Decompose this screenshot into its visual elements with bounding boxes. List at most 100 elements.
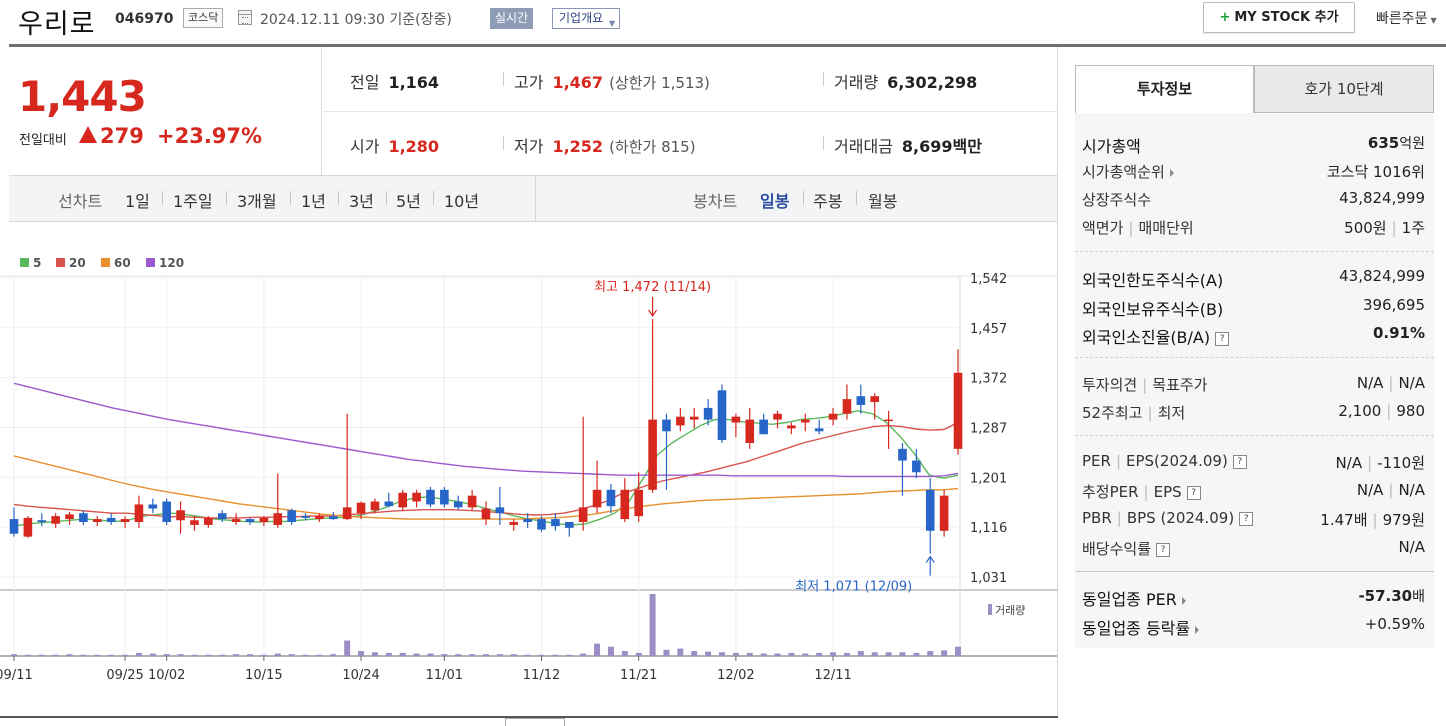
volume-bar	[413, 653, 420, 656]
row-value: N/A	[1356, 481, 1384, 499]
x-tick-label: 11/21	[620, 668, 657, 683]
stat-low: 저가 1,252 (하한가 815)	[514, 133, 696, 157]
volume-bar	[288, 654, 295, 656]
volume-bar	[607, 646, 614, 656]
tab-invest-info[interactable]: 투자정보	[1075, 65, 1254, 114]
period-bar	[9, 175, 1058, 222]
candle-monthly[interactable]: 월봉	[868, 192, 898, 211]
candle-weekly[interactable]: 주봉	[813, 192, 843, 211]
period-5y[interactable]: 5년	[396, 192, 421, 211]
chevron-down-icon: ▼	[1430, 16, 1437, 25]
volume-bar	[538, 654, 545, 656]
volume-bar	[371, 652, 378, 656]
volume-bar	[927, 651, 934, 656]
y-tick-label: 1,031	[970, 571, 1007, 586]
stat-label: 고가	[514, 73, 544, 92]
candle-body	[898, 448, 907, 461]
legend-swatch	[146, 258, 155, 267]
volume-bar	[205, 654, 212, 656]
low-annotation: 최저 1,071 (12/09)	[795, 580, 912, 595]
low-arrow-head	[925, 555, 935, 563]
help-icon[interactable]: ?	[1232, 454, 1247, 469]
period-10y[interactable]: 10년	[444, 192, 480, 211]
volume-bar	[871, 652, 878, 656]
period-1w[interactable]: 1주일	[173, 192, 213, 211]
candle-body	[800, 419, 810, 423]
period-1d[interactable]: 1일	[125, 192, 150, 211]
price-chart[interactable]: 5 20 60 120 최고 1,472 (11/14) 최저 1,071 (12/09…	[0, 222, 1058, 726]
candle-chart-label: 봉차트	[693, 192, 738, 211]
volume-bar	[857, 651, 864, 656]
volume-bar	[510, 654, 517, 656]
candle-body	[537, 519, 546, 530]
row-value: 0.91%	[1372, 324, 1425, 342]
row-value: 396,695	[1362, 296, 1425, 314]
row-label: 액면가	[1082, 219, 1124, 237]
volume-bar	[774, 653, 781, 656]
help-icon[interactable]: ?	[1186, 485, 1201, 500]
volume-bar	[247, 654, 253, 656]
volume-bar	[385, 652, 392, 656]
candle-body	[65, 514, 74, 520]
row-label-2: EPS(2024.09)	[1126, 452, 1228, 470]
candle-body	[717, 390, 727, 441]
legend-swatch	[20, 258, 29, 267]
x-tick-label: 09/11	[0, 668, 33, 683]
realtime-button[interactable]: 실시간	[490, 8, 534, 29]
candle-body	[370, 501, 380, 511]
help-icon[interactable]: ?	[1215, 331, 1230, 346]
quick-order-button[interactable]: 빠른주문 ▼	[1376, 8, 1437, 28]
volume-bar	[913, 652, 920, 656]
arrow-right-icon	[1195, 625, 1200, 634]
volume-bar	[24, 654, 31, 656]
stat-label: 거래량	[834, 73, 879, 92]
volume-bar	[788, 652, 795, 656]
candle-body	[731, 416, 741, 423]
row-market-cap: 시가총액 635억원	[1082, 133, 1425, 156]
row-opinion: 투자의견 | 목표주가 N/A | N/A	[1082, 374, 1425, 394]
help-icon[interactable]: ?	[1156, 542, 1171, 557]
period-3m[interactable]: 3개월	[237, 192, 277, 211]
candle-body	[301, 516, 310, 518]
row-value-2: N/A	[1398, 481, 1425, 499]
row-label: 동일업종 등락률	[1082, 619, 1191, 638]
row-label-2: BPS (2024.09)	[1126, 509, 1235, 527]
x-tick-label: 11/12	[523, 668, 560, 683]
candle-body	[412, 492, 421, 502]
arrow-right-icon	[1181, 596, 1186, 605]
row-label: PER	[1082, 452, 1111, 470]
stat-value: 1,164	[388, 73, 440, 92]
candle-body	[287, 510, 296, 522]
period-3y[interactable]: 3년	[349, 192, 374, 211]
candle-body	[315, 515, 324, 520]
stat-value: 1,280	[388, 137, 440, 156]
volume-bar	[830, 652, 837, 656]
volume-bar	[302, 654, 309, 656]
volume-bar	[594, 643, 601, 656]
add-my-stock-label: MY STOCK 추가	[1234, 10, 1339, 25]
candle-body	[509, 521, 519, 525]
row-sector-change[interactable]: 동일업종 등락률 +0.59%	[1082, 615, 1425, 638]
legend-label: 120	[159, 256, 184, 270]
y-tick-label: 1,542	[970, 272, 1007, 287]
stock-code: 046970	[115, 11, 174, 27]
row-sector-per[interactable]: 동일업종 PER -57.30배	[1082, 586, 1425, 609]
tab-order-book[interactable]: 호가 10단계	[1254, 65, 1434, 113]
candle-body	[578, 507, 588, 522]
row-est-per: 추정PER | EPS? N/A | N/A	[1082, 481, 1425, 501]
add-my-stock-button[interactable]: + MY STOCK 추가	[1203, 2, 1355, 33]
scroll-handle[interactable]	[505, 718, 565, 726]
help-icon[interactable]: ?	[1239, 511, 1254, 526]
candle-body	[551, 519, 560, 527]
row-label: 외국인한도주식수(A)	[1082, 271, 1224, 290]
volume-bar	[802, 653, 809, 656]
divider	[323, 111, 1058, 112]
x-tick-label: 09/25	[106, 668, 143, 683]
stock-header: 우리로 046970 코스닥 2024.12.11 09:30 기준(장중) 실…	[0, 0, 1446, 44]
row-market-cap-rank[interactable]: 시가총액순위 코스닥 1016위	[1082, 161, 1425, 183]
change-label: 전일대비	[19, 133, 67, 148]
row-label: 배당수익률	[1082, 540, 1152, 558]
period-1y[interactable]: 1년	[301, 192, 326, 211]
company-overview-dropdown[interactable]: 기업개요 ▼	[552, 8, 621, 29]
candle-daily[interactable]: 일봉	[760, 192, 790, 211]
